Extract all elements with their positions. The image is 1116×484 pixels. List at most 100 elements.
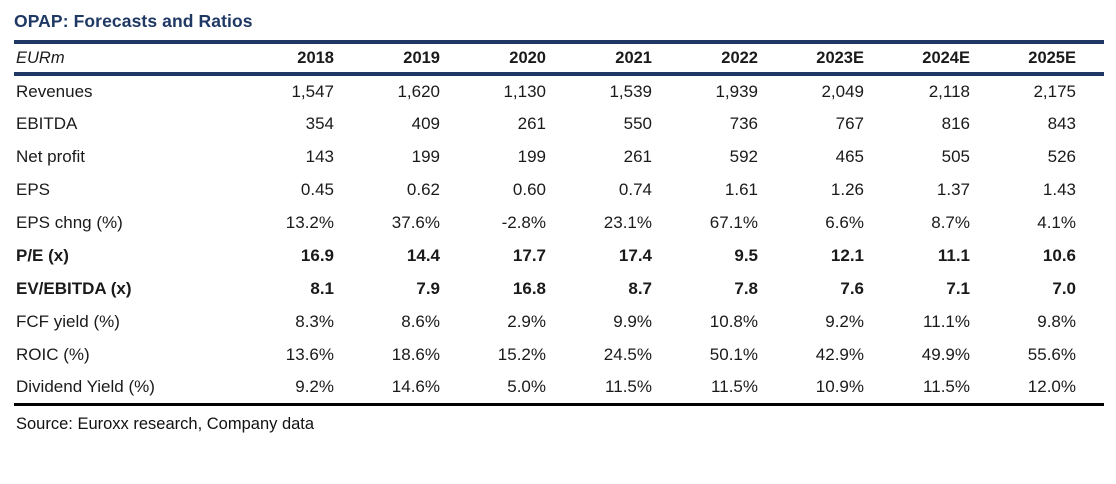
- table-row: EPS chng (%) 13.2% 37.6% -2.8% 23.1% 67.1% 6.6…: [14, 206, 1104, 239]
- cell-value: 9.8%: [1037, 311, 1076, 331]
- year-column-header: 2022: [680, 40, 786, 76]
- cell-value: 23.1%: [603, 212, 652, 232]
- cell-value: 0.62: [406, 179, 440, 199]
- row-label: ROIC (%): [16, 344, 90, 364]
- year-column-header: 2024E: [892, 40, 998, 76]
- table-row: EBITDA 354 409 261 550 736 767 816 843: [14, 107, 1104, 140]
- cell-value: 8.1: [310, 278, 334, 298]
- cell-value: 14.6%: [362, 371, 468, 406]
- cell-value: 7.1: [946, 278, 970, 298]
- year-column-header: 2025E: [998, 40, 1104, 76]
- row-label: Revenues: [16, 81, 93, 101]
- cell-value: 10.8%: [709, 311, 758, 331]
- cell-value: 11.1: [937, 245, 970, 265]
- cell-value: 1,939: [715, 81, 758, 101]
- table-row: FCF yield (%) 8.3% 8.6% 2.9% 9.9% 10.8% 9.2% 11…: [14, 305, 1104, 338]
- cell-value: 8.3%: [295, 311, 334, 331]
- cell-value: 1.43: [1042, 179, 1076, 199]
- cell-value: 1,130: [503, 81, 546, 101]
- cell-value: 16.8: [512, 278, 546, 298]
- cell-value: 8.7: [628, 278, 652, 298]
- cell-value: 11.5%: [574, 371, 680, 406]
- cell-value: 550: [623, 113, 652, 133]
- cell-value: 354: [305, 113, 334, 133]
- cell-value: 9.9%: [613, 311, 652, 331]
- table-row: ROIC (%) 13.6% 18.6% 15.2% 24.5% 50.1% 42.9% 49…: [14, 338, 1104, 371]
- forecasts-ratios-table: EURm 2018 2019 2020 2021 2022 2023E 2024E 2025E…: [14, 40, 1104, 406]
- cell-value: 2,118: [928, 81, 970, 101]
- row-label: FCF yield (%): [16, 311, 120, 331]
- cell-value: 11.5%: [892, 371, 998, 406]
- cell-value: 8.7%: [931, 212, 970, 232]
- cell-value: 7.6: [840, 278, 864, 298]
- cell-value: 8.6%: [401, 311, 440, 331]
- cell-value: 143: [305, 146, 334, 166]
- cell-value: 767: [835, 113, 864, 133]
- row-label: P/E (x): [16, 245, 69, 265]
- cell-value: 2,049: [821, 81, 864, 101]
- cell-value: 505: [941, 146, 970, 166]
- row-label: EBITDA: [16, 113, 78, 133]
- cell-value: 11.1%: [923, 311, 970, 331]
- cell-value: 9.5: [734, 245, 758, 265]
- cell-value: 199: [517, 146, 546, 166]
- cell-value: 2,175: [1033, 81, 1076, 101]
- cell-value: 1,547: [291, 81, 334, 101]
- cell-value: 816: [941, 113, 970, 133]
- table-row: EV/EBITDA (x) 8.1 7.9 16.8 8.7 7.8 7.6 7.1 7.0: [14, 272, 1104, 305]
- cell-value: 261: [623, 146, 652, 166]
- cell-value: 0.45: [300, 179, 334, 199]
- year-column-header: 2019: [362, 40, 468, 76]
- year-column-header: 2021: [574, 40, 680, 76]
- table-row: Revenues 1,547 1,620 1,130 1,539 1,939 2,049 2,…: [14, 74, 1104, 107]
- cell-value: 409: [411, 113, 440, 133]
- cell-value: 1.61: [724, 179, 758, 199]
- cell-value: 12.1: [830, 245, 864, 265]
- cell-value: 0.74: [618, 179, 652, 199]
- cell-value: 12.0%: [998, 371, 1104, 406]
- table-row: Net profit 143 199 199 261 592 465 505 526: [14, 140, 1104, 173]
- cell-value: 37.6%: [391, 212, 440, 232]
- cell-value: 50.1%: [709, 344, 758, 364]
- cell-value: 9.2%: [256, 371, 362, 406]
- cell-value: 1,620: [397, 81, 440, 101]
- cell-value: 67.1%: [709, 212, 758, 232]
- table-title: OPAP: Forecasts and Ratios: [14, 11, 253, 31]
- cell-value: 526: [1047, 146, 1076, 166]
- row-label: Dividend Yield (%): [14, 371, 256, 406]
- cell-value: 17.4: [618, 245, 652, 265]
- cell-value: 55.6%: [1027, 344, 1076, 364]
- cell-value: 16.9: [300, 245, 334, 265]
- cell-value: 7.0: [1052, 278, 1076, 298]
- row-label: EV/EBITDA (x): [16, 278, 132, 298]
- cell-value: 11.5%: [680, 371, 786, 406]
- cell-value: 5.0%: [468, 371, 574, 406]
- cell-value: 592: [729, 146, 758, 166]
- cell-value: 261: [517, 113, 546, 133]
- cell-value: 4.1%: [1037, 212, 1076, 232]
- cell-value: 14.4: [406, 245, 440, 265]
- table-body: Revenues 1,547 1,620 1,130 1,539 1,939 2,049 2,…: [14, 74, 1104, 406]
- cell-value: 18.6%: [391, 344, 440, 364]
- cell-value: 6.6%: [825, 212, 864, 232]
- row-label: EPS: [16, 179, 51, 199]
- cell-value: 24.5%: [603, 344, 652, 364]
- row-label: EPS chng (%): [16, 212, 123, 232]
- cell-value: 17.7: [512, 245, 546, 265]
- cell-value: 7.9: [416, 278, 440, 298]
- year-column-header: 2020: [468, 40, 574, 76]
- cell-value: 10.9%: [786, 371, 892, 406]
- cell-value: -2.8%: [501, 212, 546, 232]
- table-row: EPS 0.45 0.62 0.60 0.74 1.61 1.26 1.37 1.43: [14, 173, 1104, 206]
- cell-value: 2.9%: [507, 311, 546, 331]
- table-row: P/E (x) 16.9 14.4 17.7 17.4 9.5 12.1 11.1 10.6: [14, 239, 1104, 272]
- cell-value: 10.6: [1042, 245, 1076, 265]
- cell-value: 199: [411, 146, 440, 166]
- cell-value: 15.2%: [497, 344, 546, 364]
- cell-value: 465: [835, 146, 864, 166]
- cell-value: 843: [1047, 113, 1076, 133]
- row-label: Net profit: [16, 146, 85, 166]
- cell-value: 7.8: [734, 278, 758, 298]
- cell-value: 9.2%: [825, 311, 864, 331]
- year-column-header: 2018: [256, 40, 362, 76]
